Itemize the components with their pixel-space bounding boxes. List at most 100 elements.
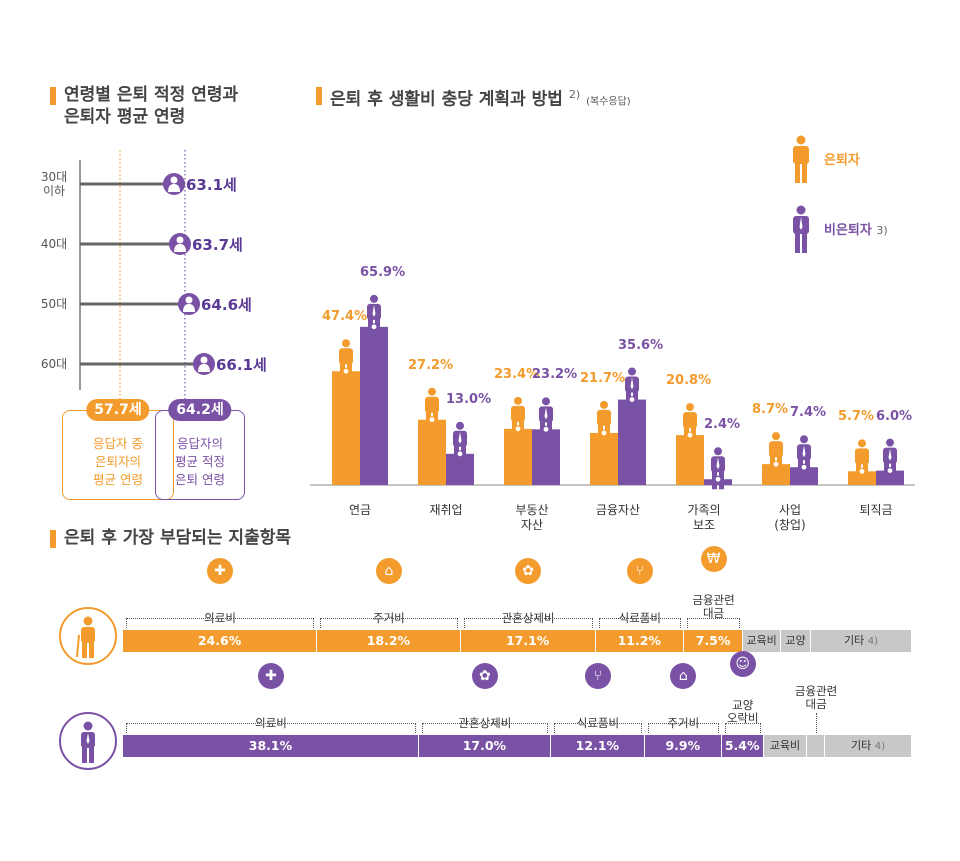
reference-box: 57.7세 응답자 중 은퇴자의 평균 연령 — [62, 399, 174, 500]
reference-text-line: 평균 적정 — [175, 454, 225, 469]
expense-label-line: 교양 — [732, 698, 754, 712]
funding-multi-answer-note: (복수응답) — [586, 96, 631, 108]
category-label-line: (창업) — [774, 518, 806, 532]
expense-segment: 24.6% — [123, 630, 318, 652]
expense-segment: 7.5% — [683, 630, 744, 652]
nonretired-person-icon — [81, 721, 95, 763]
nonretired-value-label: 23.2% — [532, 367, 578, 383]
category-label-line: 사업 — [778, 503, 802, 517]
nonretired-value-label: 13.0% — [446, 391, 492, 407]
retired-value-label: 8.7% — [752, 402, 789, 418]
won-icon: ₩ — [700, 546, 727, 572]
age-person-marker — [193, 353, 215, 375]
retired-value-label: 23.4% — [494, 366, 540, 382]
expense-section-title: 은퇴 후 가장 부담되는 지출항목 — [50, 527, 291, 549]
retired-person-icon — [76, 616, 95, 658]
category-label-line: 자산 — [520, 518, 544, 532]
retired-person-icon — [597, 400, 611, 443]
expense-bracket — [421, 723, 548, 733]
age-category-label: 60대 — [40, 357, 68, 371]
reference-value-badge: 57.7세 — [86, 399, 150, 421]
theater-mask-icon: ☺ — [729, 651, 756, 677]
nonretired-value-label: 2.4% — [704, 417, 741, 433]
retired-bar — [418, 419, 446, 485]
retired-value-label: 27.2% — [408, 357, 454, 373]
retired-bar — [504, 428, 532, 485]
legend-retired-label: 은퇴자 — [824, 153, 860, 168]
reference-text-line: 은퇴 연령 — [175, 472, 225, 487]
other-expense-segment: 기타 4) — [825, 735, 912, 757]
retired-person-icon — [793, 135, 809, 183]
expense-bracket — [724, 723, 761, 733]
legend-nonretired-text: 비은퇴자 — [824, 223, 872, 238]
expense-segment: 38.1% — [123, 735, 419, 757]
retired-bar — [332, 371, 360, 485]
nonretired-bar — [360, 326, 388, 485]
category-label-line: 부동산 — [515, 503, 549, 517]
house-icon: ⌂ — [670, 663, 697, 689]
retired-value-label: 21.7% — [580, 370, 626, 386]
age-value-label: 64.6세 — [201, 296, 252, 314]
reference-text-line: 평균 연령 — [93, 472, 143, 487]
category-label-line: 퇴직금 — [859, 503, 893, 517]
age-value-label: 63.7세 — [192, 236, 243, 254]
age-chart-svg — [79, 150, 215, 405]
expense-bracket — [320, 618, 458, 628]
category-label-line: 연금 — [348, 503, 372, 517]
expense-segment: 5.4% — [721, 735, 764, 757]
bar-category-label: 부동산 자산 — [497, 503, 567, 533]
nonretired-row-icon — [59, 712, 117, 770]
expense-segment: 11.2% — [595, 630, 684, 652]
retired-bar — [676, 435, 704, 485]
expense-bracket — [598, 618, 681, 628]
retired-bar — [848, 471, 876, 485]
title-marker — [50, 87, 56, 105]
title-marker — [50, 530, 56, 548]
legend: 은퇴자 비은퇴자 3) — [790, 135, 920, 255]
age-category-label: 30대 이하 — [40, 170, 68, 198]
title-marker — [316, 87, 322, 105]
expense-segment: 17.1% — [460, 630, 596, 652]
funding-title-note: 2) — [568, 88, 581, 101]
nonretired-bar — [618, 399, 646, 485]
retired-value-label: 5.7% — [838, 409, 875, 425]
spoon-fork-icon: ⑂ — [626, 558, 653, 584]
nonretired-bar — [532, 429, 560, 485]
reference-value-badge: 64.2세 — [168, 399, 232, 421]
retired-person-icon — [425, 387, 439, 430]
nonretired-person-icon — [539, 397, 553, 440]
legend-nonretired-note: 3) — [876, 224, 888, 237]
other-expense-segment: 교양 — [781, 630, 811, 652]
expense-note: 4) — [874, 741, 885, 752]
expense-bracket — [816, 713, 818, 733]
retired-value-label: 47.4% — [322, 309, 368, 325]
nonretired-bar — [790, 467, 818, 485]
age-title-line1: 연령별 은퇴 적정 연령과 — [64, 85, 239, 105]
nonretired-person-icon — [793, 205, 809, 253]
retired-row-icon — [59, 607, 117, 665]
flower-icon: ✿ — [515, 558, 542, 584]
bar-category-label: 퇴직금 — [841, 503, 911, 518]
nonretired-value-label: 6.0% — [876, 408, 913, 424]
medical-kit-icon: ✚ — [207, 558, 234, 584]
bar-category-label: 재취업 — [411, 503, 481, 518]
age-person-marker — [169, 233, 191, 255]
nonretired-person-icon — [625, 367, 639, 410]
nonretired-person-icon — [883, 438, 897, 481]
nonretired-value-label: 7.4% — [790, 405, 827, 421]
expense-label-line: 금융관련 — [692, 593, 735, 607]
age-person-marker — [178, 293, 200, 315]
expense-bracket — [463, 618, 593, 628]
reference-text-line: 응답자의 — [176, 436, 223, 451]
other-expense-segment: 교육비 — [763, 735, 808, 757]
category-label-line: 재취업 — [429, 503, 463, 517]
expense-label-line: 오락비 — [726, 711, 759, 725]
expense-label-line: 금융관련 — [794, 684, 838, 698]
retired-bar — [590, 432, 618, 485]
bar-category-label: 사업 (창업) — [755, 503, 825, 533]
expense-bracket — [126, 618, 315, 628]
age-category-label: 40대 — [40, 237, 68, 251]
age-section-title: 연령별 은퇴 적정 연령과 은퇴자 평균 연령 — [50, 84, 239, 128]
expense-label: 금융관련 대금 — [776, 685, 856, 711]
